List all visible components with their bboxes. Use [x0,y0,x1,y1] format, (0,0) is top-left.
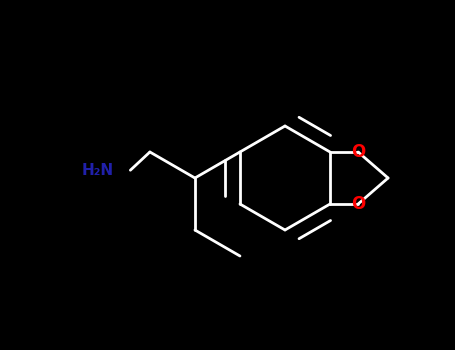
Text: O: O [351,143,365,161]
Text: H₂N: H₂N [81,163,113,178]
Text: O: O [351,195,365,213]
